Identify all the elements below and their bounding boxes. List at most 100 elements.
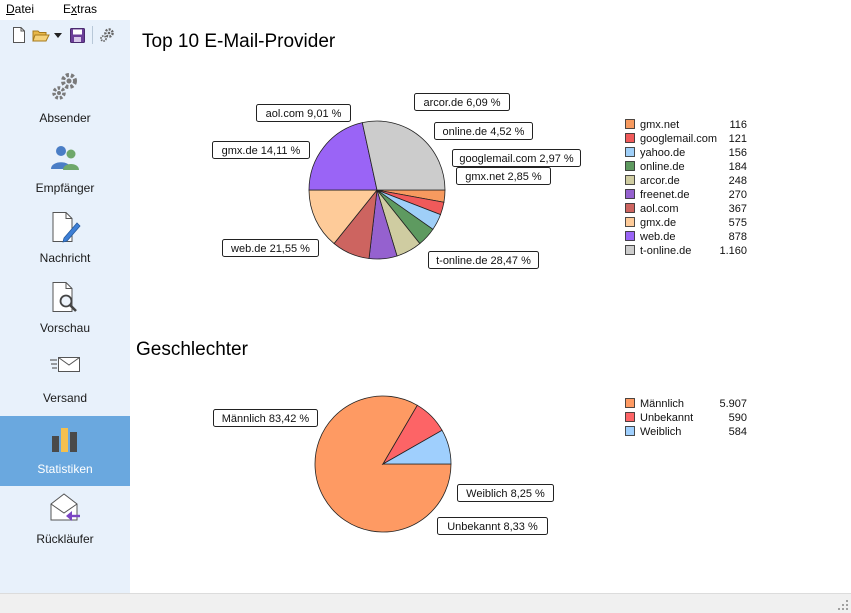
legend-name-online-de: online.de (640, 161, 685, 173)
menu-extras-rest: tras (77, 2, 98, 16)
legend-name-freenet-de: freenet.de (640, 189, 690, 201)
slice-label-box-weiblich (457, 484, 554, 502)
pie-slice-web-de (309, 123, 377, 190)
statistics-charts: gmx.net 2,85 % googlemail.com 2,97 % onlin… (212, 93, 747, 535)
legend-name-aol-com: aol.com (640, 203, 679, 215)
legend-name-gmx-de: gmx.de (640, 217, 676, 229)
settings-button[interactable] (97, 24, 117, 46)
legend-name-gmx-net: gmx.net (640, 119, 679, 131)
legend-swatch-googlemail-com (625, 133, 635, 143)
save-button[interactable] (68, 24, 86, 46)
sidebar-item-label: Versand (42, 391, 88, 405)
toolbar (0, 20, 130, 50)
bar-chart-icon (52, 428, 77, 452)
legend-swatch-unbekannt (625, 412, 635, 422)
legend-name-unbekannt: Unbekannt (640, 412, 693, 424)
toolbar-separator (92, 26, 93, 44)
menu-extras-first: E (63, 2, 72, 16)
provider-chart-title: Top 10 E-Mail-Provider (142, 31, 336, 52)
new-document-icon (13, 27, 25, 43)
sidebar-item-empfaenger[interactable]: Empfänger (0, 135, 130, 205)
legend-value-maennlich: 5.907 (719, 398, 747, 410)
legend-name-web-de: web.de (639, 231, 675, 243)
slice-label-gmx-net: gmx.net 2,85 % (465, 171, 542, 183)
envelope-return-icon (50, 493, 80, 521)
sidebar-item-vorschau[interactable]: Vorschau (0, 275, 130, 345)
sidebar-item-label: Vorschau (39, 321, 91, 335)
slice-label-box-aol-com (256, 104, 351, 122)
slice-label-box-arcor-de (414, 93, 510, 111)
slice-label-t-online-de: t-online.de 28,47 % (436, 255, 531, 267)
slice-label-gmx-de: gmx.de 14,11 % (222, 145, 301, 157)
legend-swatch-t-online-de (625, 245, 635, 255)
slice-label-box-online-de (434, 122, 533, 140)
document-magnifier-icon (52, 282, 77, 312)
slice-label-box-googlemail-com (452, 149, 581, 167)
slice-label-box-unbekannt (437, 517, 548, 535)
users-icon (51, 146, 79, 170)
new-document-button[interactable] (10, 24, 28, 46)
legend-swatch-gmx-de (625, 217, 635, 227)
envelope-send-icon (50, 357, 80, 372)
legend-swatch-aol-com (625, 203, 635, 213)
legend-value-aol-com: 367 (729, 203, 747, 215)
menu-bar: Datei Extras (0, 0, 851, 20)
menu-datei-rest: atei (14, 2, 35, 16)
gender-chart-title: Geschlechter (136, 339, 248, 360)
save-icon (69, 27, 85, 43)
menu-extras[interactable]: Extras (63, 2, 97, 16)
slice-label-web-de: web.de 21,55 % (230, 243, 310, 255)
legend-value-web-de: 878 (729, 231, 747, 243)
sidebar-item-ruecklaeufer[interactable]: Rückläufer (0, 486, 130, 556)
pie-0 (309, 121, 445, 259)
legend-swatch-online-de (625, 161, 635, 171)
sidebar-item-nachricht[interactable]: Nachricht (0, 205, 130, 275)
legend-value-gmx-de: 575 (729, 217, 747, 229)
legend-value-arcor-de: 248 (729, 175, 747, 187)
sidebar-item-label: Rückläufer (36, 532, 94, 546)
sidebar-item-versand[interactable]: Versand (0, 345, 130, 415)
legend-value-yahoo-de: 156 (729, 147, 747, 159)
document-pen-icon (52, 212, 81, 243)
legend-swatch-gmx-net (625, 119, 635, 129)
settings-gear-icon (100, 28, 114, 42)
gears-icon (52, 73, 77, 100)
sidebar-item-label: Absender (39, 111, 91, 125)
menu-datei-accel: D (6, 2, 15, 16)
slice-label-maennlich: Männlich 83,42 % (222, 413, 310, 425)
pie-slice-gmx-de (309, 190, 377, 244)
legend-swatch-freenet-de (625, 189, 635, 199)
open-button[interactable] (31, 24, 51, 46)
legend-name-googlemail-com: googlemail.com (640, 133, 717, 145)
legend-name-yahoo-de: yahoo.de (640, 147, 685, 159)
legend-value-online-de: 184 (729, 161, 747, 173)
slice-label-box-gmx-net (456, 167, 551, 185)
pie-1 (315, 396, 451, 532)
legend-swatch-web-de (625, 231, 635, 241)
legend-swatch-weiblich (625, 426, 635, 436)
sidebar-item-label: Statistiken (37, 462, 93, 476)
slice-label-box-maennlich (213, 409, 318, 427)
slice-label-weiblich: Weiblich 8,25 % (466, 488, 545, 500)
sidebar-item-label: Empfänger (35, 181, 95, 195)
sidebar-item-absender[interactable]: Absender (0, 65, 130, 135)
legend-name-weiblich: Weiblich (640, 426, 681, 438)
legend-value-t-online-de: 1.160 (719, 245, 747, 257)
open-dropdown-button[interactable] (52, 24, 64, 46)
pie-slice-weiblich (383, 430, 451, 464)
legend-swatch-arcor-de (625, 175, 635, 185)
legend-value-freenet-de: 270 (729, 189, 747, 201)
slice-label-unbekannt: Unbekannt 8,33 % (447, 521, 538, 533)
open-folder-icon (32, 30, 50, 41)
statistics-panel: Top 10 E-Mail-Provider Geschlechter gmx.… (130, 20, 851, 593)
menu-datei[interactable]: Datei (6, 2, 34, 16)
menu-extras-accel: x (71, 2, 78, 16)
sidebar-item-statistiken[interactable]: Statistiken (0, 416, 130, 486)
sidebar: Absender Empfänger Nachricht Vorschau (0, 20, 130, 593)
slice-label-aol-com: aol.com 9,01 % (266, 108, 342, 120)
status-bar (0, 593, 851, 613)
legend-value-googlemail-com: 121 (729, 133, 747, 145)
sidebar-item-label: Nachricht (39, 251, 91, 265)
resize-grip-icon[interactable] (838, 600, 848, 610)
slice-label-box-gmx-de (212, 141, 310, 159)
